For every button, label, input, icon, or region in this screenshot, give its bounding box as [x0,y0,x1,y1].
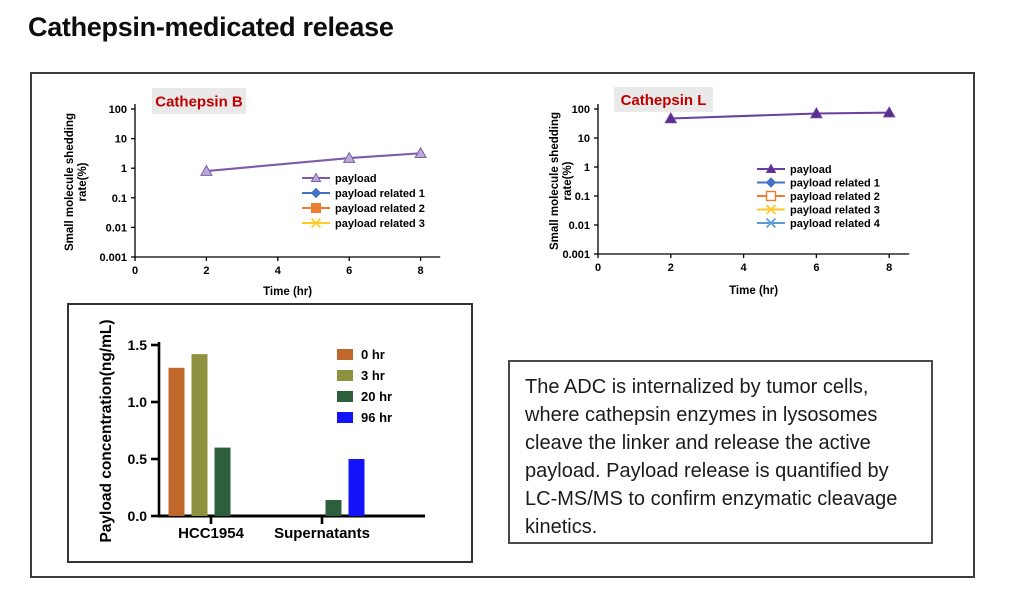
svg-text:Small molecule shedding: Small molecule shedding [64,113,76,251]
svg-text:10: 10 [578,133,590,145]
series-payload [664,106,896,124]
svg-text:2: 2 [668,262,674,274]
svg-text:Supernatants: Supernatants [274,525,370,542]
svg-text:1.5: 1.5 [128,337,148,353]
svg-text:rate(%): rate(%) [562,161,574,200]
figure-panel: Cathepsin B 100 10 1 0.1 0.01 0.001 0 2 4 6 8 Small … [30,72,975,578]
cathepsin-b-line-chart: Cathepsin B 100 10 1 0.1 0.01 0.001 0 2 4 6 8 Small … [64,88,441,298]
svg-text:6: 6 [346,265,352,277]
x-axis-title: Time (hr) [263,286,312,298]
bar-chart-box: 0.0 0.5 1.0 1.5 HCC1954 Supernatants Payload c… [67,303,473,563]
svg-text:Cathepsin L: Cathepsin L [621,92,707,109]
svg-text:0.1: 0.1 [575,191,590,203]
bar-Supernatants-96-hr [348,459,365,516]
svg-text:HCC1954: HCC1954 [178,525,245,542]
x-axis-title: Time (hr) [729,285,778,297]
svg-text:Payload concentration(ng/mL): Payload concentration(ng/mL) [98,319,115,542]
svg-text:payload related 2: payload related 2 [335,203,425,215]
svg-text:100: 100 [572,104,590,116]
bar-HCC1954-20-hr [214,447,231,516]
bars [168,354,365,516]
svg-text:3 hr: 3 hr [361,368,385,383]
svg-text:payload related 3: payload related 3 [335,218,425,230]
svg-text:payload related 3: payload related 3 [790,205,880,217]
svg-text:6: 6 [813,262,819,274]
axes [131,104,441,261]
svg-text:payload: payload [790,164,832,176]
svg-text:4: 4 [275,265,282,277]
svg-text:1.0: 1.0 [128,394,148,410]
payload-concentration-bar-chart: 0.0 0.5 1.0 1.5 HCC1954 Supernatants Payload c… [98,319,425,543]
tick-labels: 100 10 1 0.1 0.01 0.001 0 2 4 6 8 [562,104,892,274]
bar-HCC1954-3-hr [191,354,208,516]
svg-text:payload related 1: payload related 1 [335,188,425,200]
svg-text:1: 1 [121,163,127,175]
svg-text:1: 1 [584,162,590,174]
tick-labels: 100 10 1 0.1 0.01 0.001 0 2 4 6 8 [99,104,423,277]
y-axis-title: Small molecule shedding rate(%) [64,113,89,251]
svg-text:2: 2 [203,265,209,277]
svg-text:0.0: 0.0 [128,508,148,524]
page-title: Cathepsin-medicated release [28,12,394,42]
svg-text:100: 100 [109,104,127,116]
chart-title: Cathepsin B [152,88,246,114]
svg-text:payload: payload [335,173,377,185]
svg-text:rate(%): rate(%) [77,162,89,201]
description-text: The ADC is internalized by tumor cells, … [525,376,898,538]
svg-text:0.1: 0.1 [112,193,127,205]
svg-text:8: 8 [418,265,424,277]
svg-text:0: 0 [595,262,601,274]
svg-text:96 hr: 96 hr [361,410,392,425]
legend: 0 hr 3 hr 20 hr 96 hr [337,347,392,425]
svg-text:Small molecule shedding: Small molecule shedding [549,112,561,250]
svg-text:0.01: 0.01 [569,220,590,232]
svg-text:4: 4 [741,262,748,274]
svg-text:0.01: 0.01 [106,222,127,234]
svg-text:payload related 1: payload related 1 [790,178,880,190]
svg-text:0.5: 0.5 [128,451,148,467]
svg-text:0.001: 0.001 [562,249,590,261]
svg-text:0 hr: 0 hr [361,347,385,362]
svg-text:payload related 4: payload related 4 [790,218,881,230]
svg-text:20 hr: 20 hr [361,389,392,404]
svg-text:0: 0 [132,265,138,277]
svg-text:payload related 2: payload related 2 [790,191,880,203]
description-box: The ADC is internalized by tumor cells, … [508,360,933,544]
bar-HCC1954-0-hr [168,367,185,516]
cathepsin-l-line-chart: Cathepsin L 100 10 1 0.1 0.01 0.001 0 2 4 6 8 Small … [549,87,910,297]
legend: payload payload related 1 payload related … [302,172,425,230]
bar-Supernatants-20-hr [325,500,342,516]
series-payload [200,146,427,176]
axes [594,104,910,258]
svg-text:10: 10 [115,134,127,146]
svg-text:0.001: 0.001 [99,252,127,264]
chart-title: Cathepsin L [614,87,713,112]
svg-text:8: 8 [886,262,892,274]
y-axis-title: Payload concentration(ng/mL) [98,319,115,542]
svg-text:Cathepsin B: Cathepsin B [155,94,243,111]
tick-labels: 0.0 0.5 1.0 1.5 HCC1954 Supernatants [128,337,370,542]
y-axis-title: Small molecule shedding rate(%) [549,112,574,250]
